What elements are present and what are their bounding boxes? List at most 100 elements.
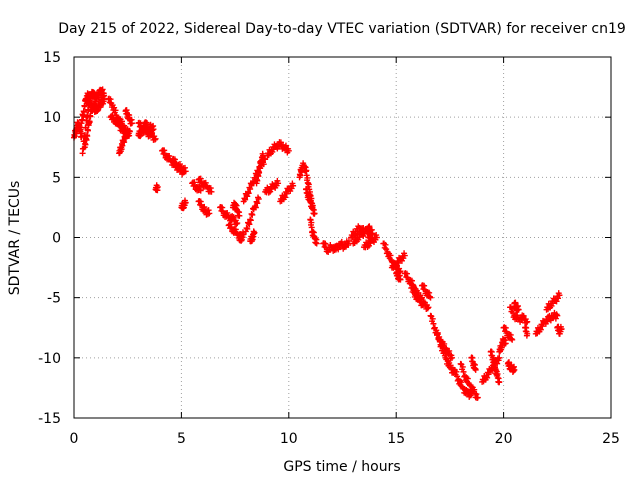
data-point [539,323,546,330]
data-point [121,139,128,146]
data-point [151,136,158,143]
data-point [553,298,560,305]
data-point [207,185,214,192]
y-tick-label: 15 [43,50,61,66]
data-point [227,221,234,228]
y-tick-label: 5 [52,170,61,186]
data-point [313,240,320,247]
data-point [251,229,258,236]
chart-title: Day 215 of 2022, Sidereal Day-to-day VTE… [58,21,626,37]
data-point [233,220,240,227]
data-point [71,133,78,140]
x-tick-labels: 0 5 10 15 20 25 [70,431,620,447]
data-point [524,330,531,337]
series-arc-60 [554,323,565,337]
y-tick-label: -10 [38,351,61,367]
data-point [464,375,471,382]
data-point [181,164,188,171]
data-point [118,146,125,153]
series-arc-22 [229,199,243,219]
data-point [472,366,479,373]
data-point [166,152,173,159]
series-arc-51 [487,348,503,386]
series-arc-15 [169,155,189,175]
series-arc-33 [307,216,320,247]
data-point [242,196,249,203]
ticks-layer [73,56,612,419]
data-point [460,368,467,375]
data-point [208,188,215,195]
data-point [107,96,114,103]
data-point [244,225,251,232]
data-point [523,319,530,326]
data-point [335,246,342,253]
series-arc-55 [507,304,531,326]
series-arc-25 [242,194,262,235]
data-point [247,216,254,223]
data-point [508,335,515,342]
data-point [256,169,263,176]
series-arc-8 [116,126,131,157]
data-point [446,347,453,354]
data-point [485,371,492,378]
data-point [520,312,527,319]
data-point [230,214,237,221]
data-point [395,260,402,267]
data-point [425,304,432,311]
data-point [426,289,433,296]
data-point [84,133,91,140]
data-point [447,362,454,369]
data-point [502,324,509,331]
data-point [124,126,131,133]
data-point [498,344,505,351]
data-point [247,217,254,224]
data-point [282,142,289,149]
series-arc-56 [511,299,522,314]
data-point [524,318,531,325]
data-point [256,164,263,171]
series-arc-26 [247,228,258,245]
data-point [424,305,431,312]
data-point [322,240,329,247]
data-point [474,394,481,401]
data-point [436,338,443,345]
data-point [430,320,437,327]
series-arc-46 [434,330,458,376]
series-arc-29 [264,139,292,159]
data-point [109,112,116,119]
data-point [285,147,292,154]
data-point [290,182,297,189]
series-arc-53 [504,359,518,375]
data-point [373,234,380,241]
data-point [311,210,318,217]
data-point [121,135,128,142]
series-arc-34 [320,238,352,256]
data-point [112,107,119,114]
data-point [458,379,465,386]
data-point [252,204,259,211]
data-point [243,225,250,232]
series-arc-9 [122,107,135,127]
data-point [509,336,516,343]
series-arc-5 [92,95,108,115]
data-point [150,126,157,133]
data-point [554,312,561,319]
series-arc-59 [543,290,563,313]
data-point [496,378,503,385]
data-point [205,207,212,214]
data-point [387,252,394,259]
data-point [161,147,168,154]
data-point [283,190,290,197]
series-arc-27 [253,150,267,187]
data-point [297,172,304,179]
data-point [197,175,204,182]
series-arc-20 [217,203,241,228]
series-arc-37 [360,232,380,251]
data-point [182,199,189,206]
data-point [191,179,198,186]
data-point [403,270,410,277]
data-point [555,295,562,302]
data-point [244,193,251,200]
data-point [408,277,415,284]
y-tick-label: 10 [43,110,61,126]
